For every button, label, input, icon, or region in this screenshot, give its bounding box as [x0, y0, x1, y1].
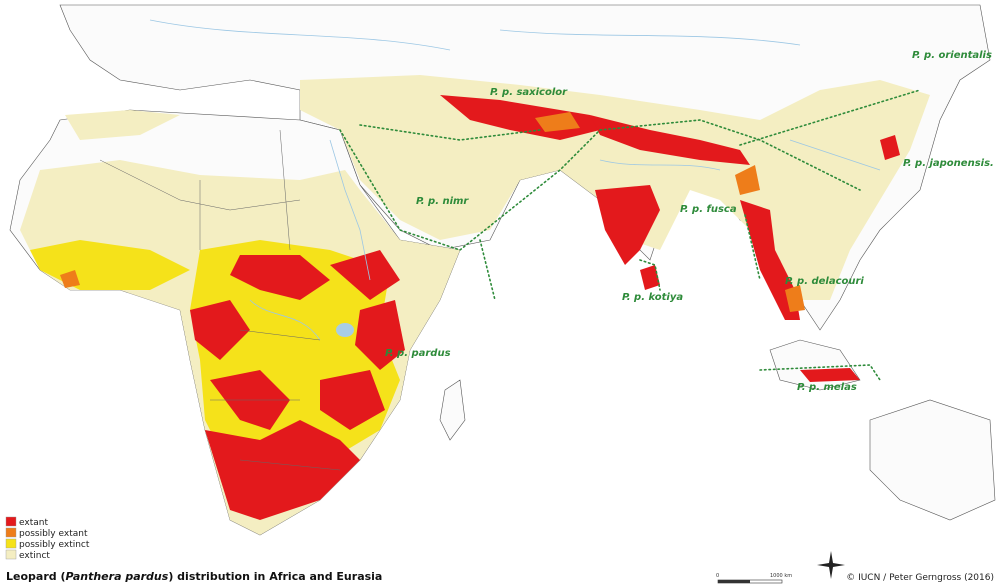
subspecies-label: P. p. japonensis.	[903, 158, 994, 169]
range-extant	[190, 95, 900, 520]
range-area	[320, 370, 385, 430]
legend-label: extant	[19, 518, 48, 528]
compass	[817, 551, 845, 579]
subspecies-label: P. p. melas	[797, 382, 857, 393]
range-area	[880, 135, 900, 160]
range-area	[735, 165, 760, 195]
subspecies-label: P. p. orientalis	[912, 50, 992, 61]
range-possibly-extant	[60, 112, 805, 312]
subspecies-label: P. p. fusca	[680, 204, 737, 215]
credit: © IUCN / Peter Gerngross (2016)	[846, 573, 994, 583]
border	[99, 129, 341, 471]
legend-label: possibly extinct	[19, 540, 90, 550]
range-area	[355, 300, 405, 370]
range-area	[330, 250, 400, 300]
river	[149, 19, 881, 341]
range-area	[190, 300, 250, 360]
legend-swatch	[5, 516, 17, 527]
range-area	[800, 368, 860, 382]
legend-label: extinct	[19, 551, 50, 561]
range-area	[590, 115, 750, 165]
legend-swatch	[5, 527, 17, 538]
title-species: Panthera pardus	[65, 570, 168, 583]
subspecies-label: P. p. kotiya	[622, 292, 683, 303]
legend-label: possibly extant	[19, 529, 88, 539]
range-area	[535, 112, 580, 132]
scale-label: 1000 km	[770, 573, 792, 579]
subspecies-label: P. p. nimr	[416, 196, 469, 207]
title-text: ) distribution in Africa and Eurasia	[168, 570, 382, 583]
subspecies-boundary	[339, 89, 921, 381]
title-text: Leopard (	[6, 570, 65, 583]
range-area	[205, 420, 360, 520]
legend-swatch	[5, 549, 17, 560]
subspecies-label: P. p. saxicolor	[490, 87, 568, 98]
range-area	[60, 270, 80, 288]
lake	[336, 323, 354, 337]
subspecies-label: P. p. pardus	[385, 348, 451, 359]
title: Leopard (Panthera pardus) distribution i…	[6, 570, 382, 583]
range-area	[65, 110, 180, 140]
range-area	[595, 185, 660, 265]
range-area	[785, 285, 805, 312]
scale-bar-fill	[718, 580, 750, 583]
scale-label: 0	[716, 573, 719, 579]
scale-bar: 0 1000 km	[716, 573, 792, 584]
legend-swatch	[5, 538, 17, 549]
subspecies-label: P. p. delacouri	[785, 276, 864, 287]
range-area	[230, 255, 330, 300]
range-area	[640, 265, 660, 290]
